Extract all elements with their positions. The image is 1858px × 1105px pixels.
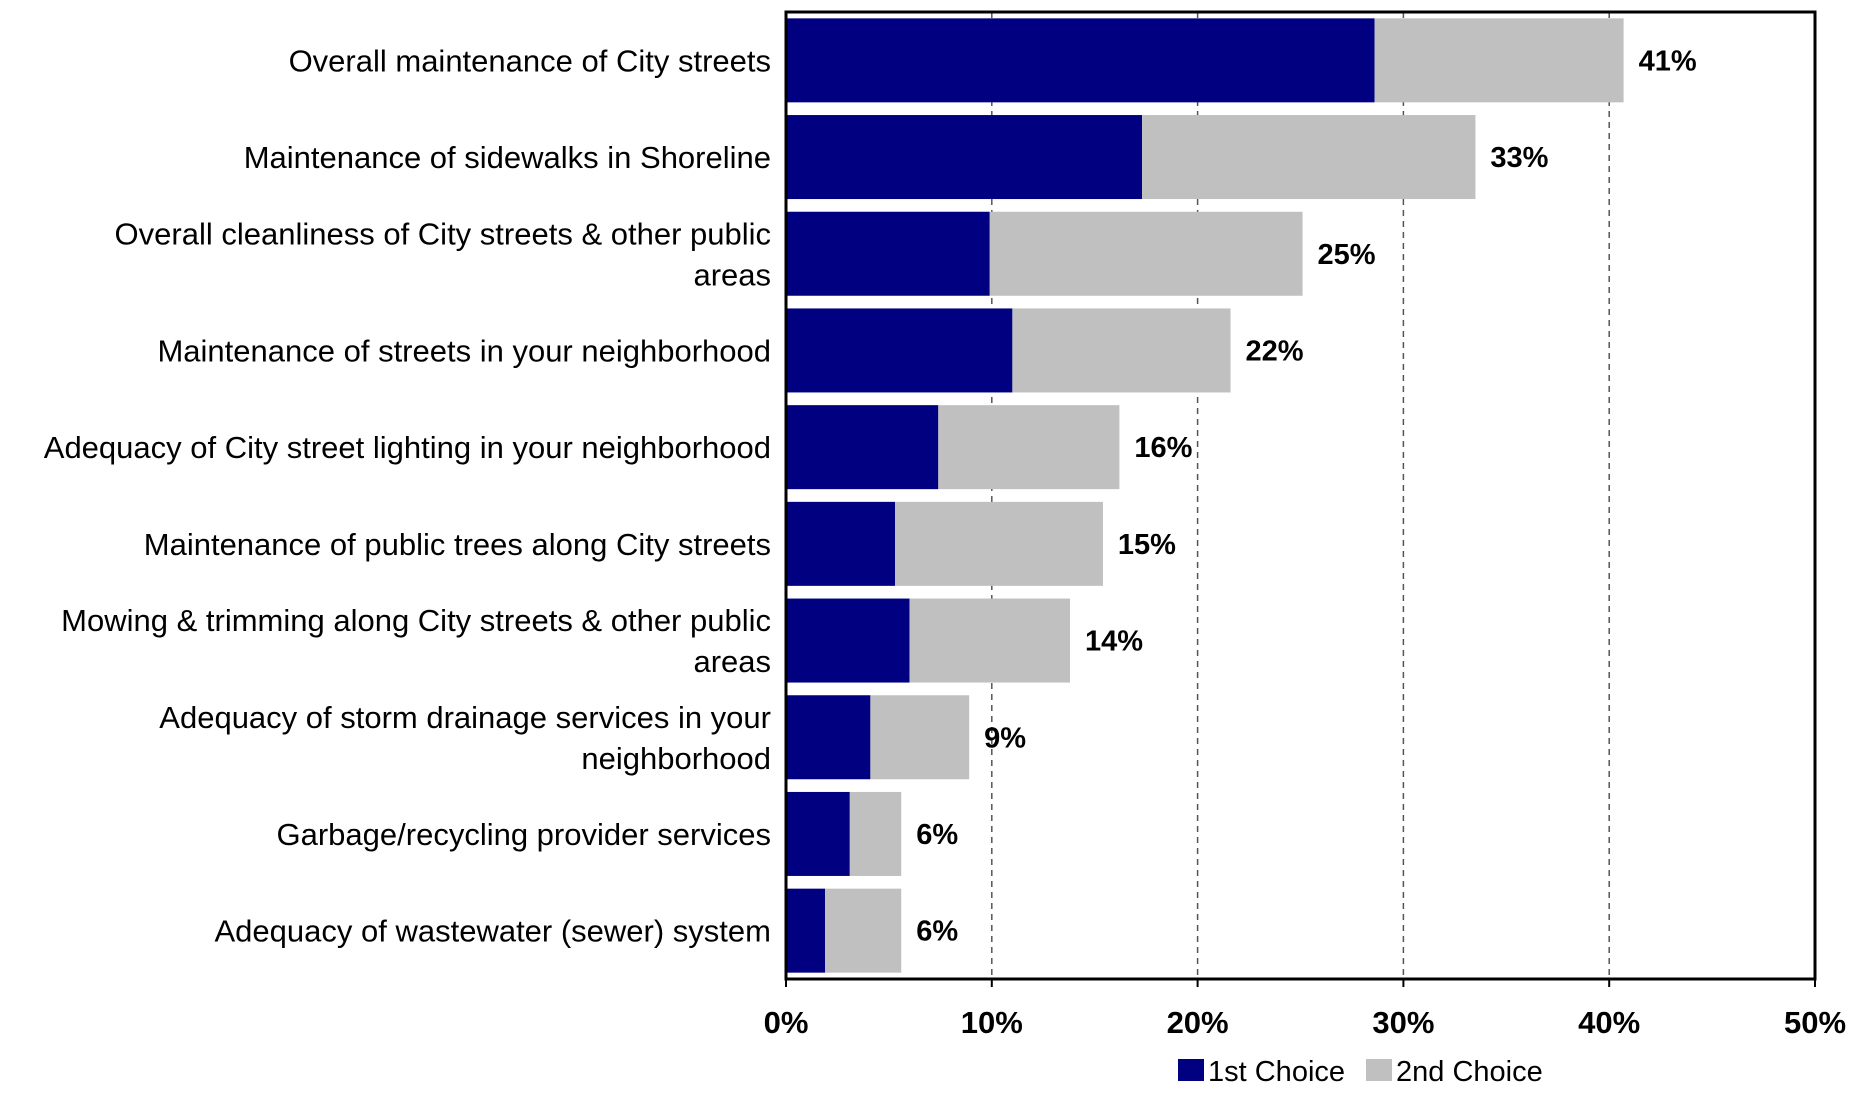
bar-second-choice-1 xyxy=(1374,18,1624,103)
total-label-6: 15% xyxy=(1118,529,1176,561)
legend-label-first-choice: 1st Choice xyxy=(1208,1056,1345,1088)
category-label-8-line-2: neighborhood xyxy=(581,741,771,776)
bar-first-choice-4 xyxy=(786,308,1013,393)
total-label-10: 6% xyxy=(916,916,958,948)
category-label-7-line-2: areas xyxy=(693,644,771,679)
legend-label-second-choice: 2nd Choice xyxy=(1396,1056,1543,1088)
bar-first-choice-7 xyxy=(786,598,910,683)
legend-swatch-first-choice xyxy=(1178,1059,1204,1081)
x-tick-label-10: 10% xyxy=(961,1005,1023,1040)
total-label-7: 14% xyxy=(1085,626,1143,658)
bar-second-choice-3 xyxy=(989,211,1303,296)
bars xyxy=(786,18,1624,973)
x-tick-label-0: 0% xyxy=(764,1005,809,1040)
total-label-5: 16% xyxy=(1134,432,1192,464)
x-tick-label-40: 40% xyxy=(1578,1005,1640,1040)
total-label-9: 6% xyxy=(916,819,958,851)
category-label-3-line-2: areas xyxy=(693,257,771,292)
total-label-8: 9% xyxy=(984,722,1026,754)
x-tick-label-30: 30% xyxy=(1372,1005,1434,1040)
bar-second-choice-8 xyxy=(870,695,970,780)
bar-first-choice-8 xyxy=(786,695,871,780)
bar-second-choice-2 xyxy=(1142,115,1476,200)
bar-first-choice-5 xyxy=(786,405,939,490)
x-axis-ticks: 0% 10% 20% 30% 40% 50% xyxy=(764,979,1846,1040)
bar-second-choice-6 xyxy=(895,501,1103,586)
bar-first-choice-6 xyxy=(786,501,896,586)
category-label-7-line-1: Mowing & trimming along City streets & o… xyxy=(61,603,771,638)
total-label-1: 41% xyxy=(1639,45,1697,77)
category-labels: Overall maintenance of City streets Maint… xyxy=(44,43,771,948)
grid-lines xyxy=(991,12,1610,979)
bar-first-choice-3 xyxy=(786,211,990,296)
total-label-4: 22% xyxy=(1246,335,1304,367)
category-label-9: Garbage/recycling provider services xyxy=(277,817,772,852)
category-label-5: Adequacy of City street lighting in your… xyxy=(44,430,771,465)
bar-first-choice-9 xyxy=(786,791,850,876)
legend: 1st Choice 2nd Choice xyxy=(1178,1056,1543,1088)
x-tick-label-50: 50% xyxy=(1784,1005,1846,1040)
bar-second-choice-9 xyxy=(849,791,902,876)
bar-first-choice-10 xyxy=(786,888,826,973)
bar-second-choice-4 xyxy=(1012,308,1231,393)
bar-first-choice-2 xyxy=(786,115,1143,200)
data-labels: 41% 33% 25% 22% 16% 15% 14% 9% 6% 6% xyxy=(916,45,1697,947)
bar-second-choice-10 xyxy=(825,888,902,973)
legend-swatch-second-choice xyxy=(1366,1059,1392,1081)
bar-first-choice-1 xyxy=(786,18,1375,103)
bar-second-choice-5 xyxy=(938,405,1120,490)
bar-second-choice-7 xyxy=(909,598,1071,683)
category-label-2: Maintenance of sidewalks in Shoreline xyxy=(244,140,771,175)
total-label-3: 25% xyxy=(1318,239,1376,271)
category-label-8-line-1: Adequacy of storm drainage services in y… xyxy=(159,700,771,735)
x-tick-label-20: 20% xyxy=(1167,1005,1229,1040)
category-label-10: Adequacy of wastewater (sewer) system xyxy=(215,914,772,949)
category-label-1: Overall maintenance of City streets xyxy=(289,43,771,78)
category-label-6: Maintenance of public trees along City s… xyxy=(144,527,771,562)
total-label-2: 33% xyxy=(1490,142,1548,174)
plot-frame xyxy=(784,10,1817,981)
category-label-3-line-1: Overall cleanliness of City streets & ot… xyxy=(115,216,771,251)
category-label-4: Maintenance of streets in your neighborh… xyxy=(157,333,771,368)
